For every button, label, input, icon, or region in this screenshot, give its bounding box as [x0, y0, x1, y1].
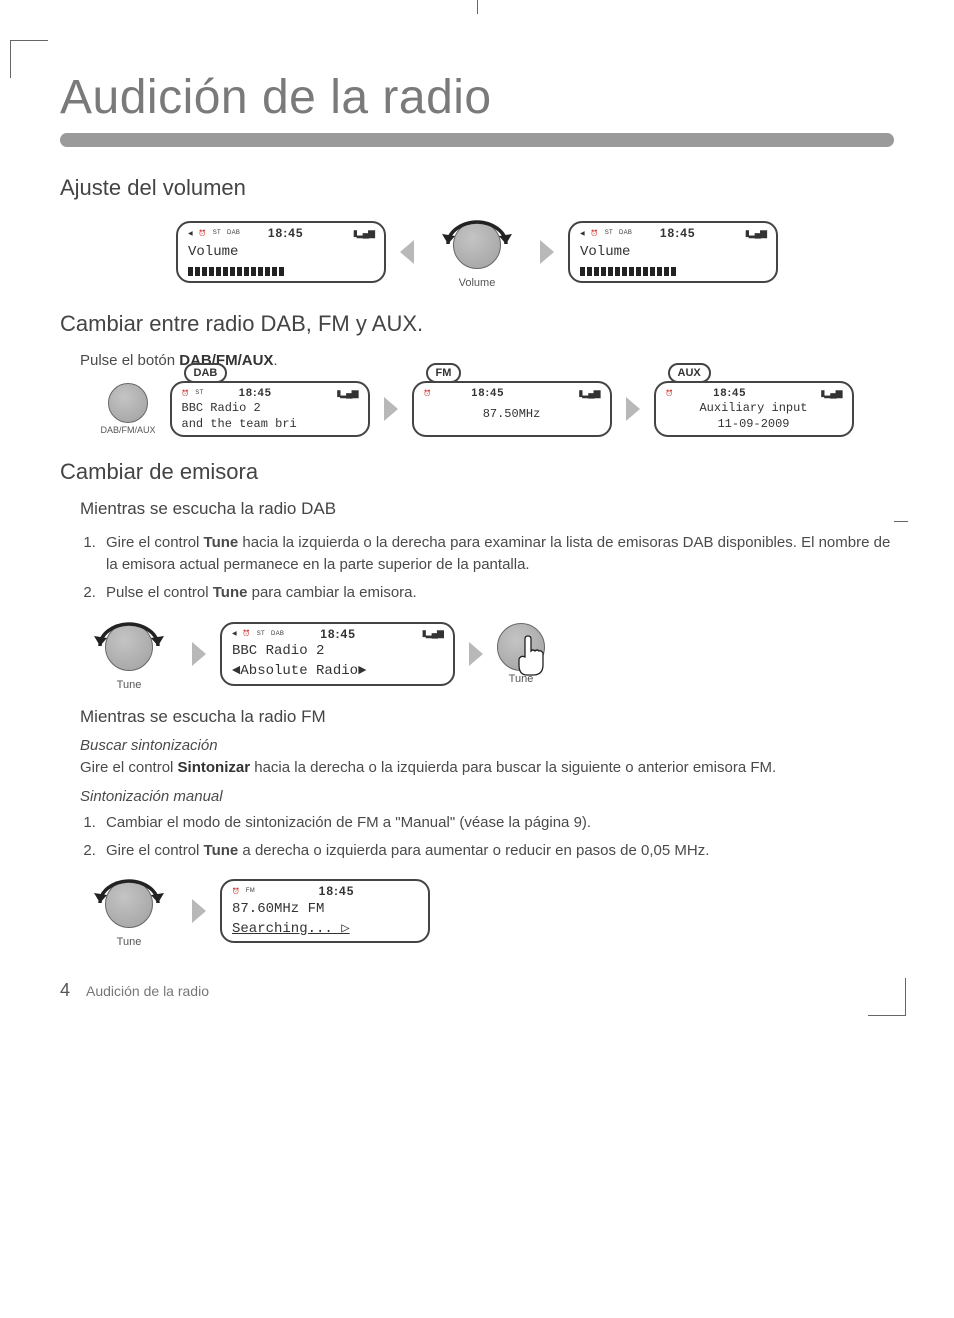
dial-label: Tune	[117, 679, 142, 691]
lcd-dab-wrap: DAB ⏰ ST 18:45 ▮▂▄▆ BBC Radio 2 and the …	[170, 381, 370, 437]
lcd-tune: ◀ ⏰ ST DAB 18:45 ▮▂▄▆ BBC Radio 2 ◄Absol…	[220, 622, 455, 686]
dab-step-2: Pulse el control Tune para cambiar la em…	[100, 579, 894, 607]
lcd-volume-high: ◀ ⏰ ST DAB 18:45 ▮▂▄▆ Volume	[568, 221, 778, 283]
dab-steps: Gire el control Tune hacia la izquierda …	[100, 529, 894, 606]
arrow-left-icon: ◀	[580, 230, 585, 237]
lcd-line: 11-09-2009	[666, 418, 842, 431]
lcd-line: BBC Radio 2	[182, 402, 358, 415]
volume-bar-high	[580, 266, 766, 276]
page-title: Audición de la radio	[60, 70, 894, 125]
volume-dial: Volume	[428, 215, 526, 289]
footer: 4 Audición de la radio	[60, 980, 894, 1001]
fm-seek-text: Gire el control Sintonizar hacia la dere…	[80, 758, 894, 778]
alarm-icon: ⏰	[424, 390, 432, 397]
rotate-arrows-icon	[428, 212, 526, 272]
lcd-line: Volume	[580, 245, 766, 260]
clock-time: 18:45	[471, 387, 504, 399]
dial-label: Volume	[459, 277, 496, 289]
fm-manual-title: Sintonización manual	[80, 788, 894, 805]
lcd-line: and the team bri	[182, 418, 358, 431]
heading-switch-mode: Cambiar entre radio DAB, FM y AUX.	[60, 311, 894, 337]
fm-step-2: Gire el control Tune a derecha o izquier…	[100, 837, 894, 865]
footer-title: Audición de la radio	[86, 983, 209, 999]
mode-indicator: DAB	[271, 631, 284, 637]
lcd-volume-low: ◀ ⏰ ST DAB 18:45 ▮▂▄▆ Volume	[176, 221, 386, 283]
press-hand-icon	[507, 633, 555, 681]
st-indicator: ST	[195, 390, 203, 396]
arrow-right-icon	[626, 397, 640, 421]
dab-step-1: Gire el control Tune hacia la izquierda …	[100, 529, 894, 579]
st-indicator: ST	[213, 230, 221, 236]
page-number: 4	[60, 980, 70, 1001]
clock-time: 18:45	[268, 226, 304, 240]
fm-seek-title: Buscar sintonización	[80, 737, 894, 754]
arrow-left-icon	[400, 240, 414, 264]
signal-icon: ▮▂▄▆	[578, 388, 599, 399]
lcd-line: Auxiliary input	[666, 402, 842, 415]
tune-dial: Tune	[80, 617, 178, 691]
arrow-right-icon	[384, 397, 398, 421]
signal-icon: ▮▂▄▆	[336, 388, 357, 399]
alarm-icon: ⏰	[591, 230, 599, 237]
tune-dial-2: Tune	[80, 874, 178, 948]
st-indicator: ST	[257, 631, 265, 637]
signal-icon: ▮▂▄▆	[820, 388, 841, 399]
tune-row: Tune ◀ ⏰ ST DAB 18:45 ▮▂▄▆ BBC Radio 2 ◄…	[80, 617, 894, 691]
clock-time: 18:45	[320, 627, 356, 641]
lcd-line: Volume	[188, 245, 374, 260]
arrow-left-icon: ◀	[188, 230, 193, 237]
badge-dab: DAB	[184, 363, 228, 383]
lcd-aux-wrap: AUX ⏰ 18:45 ▮▂▄▆ Auxiliary input 11-09-2…	[654, 381, 854, 437]
heading-volume: Ajuste del volumen	[60, 175, 894, 201]
mode-button-label: DAB/FM/AUX	[100, 425, 155, 435]
mode-indicator: DAB	[227, 230, 240, 236]
title-rule	[60, 133, 894, 147]
alarm-icon: ⏰	[199, 230, 207, 237]
lcd-line: ◄Absolute Radio►	[232, 664, 443, 679]
mode-button: DAB/FM/AUX	[100, 383, 155, 435]
rotate-arrows-icon	[80, 614, 178, 674]
arrow-right-icon	[192, 642, 206, 666]
subheading-dab: Mientras se escucha la radio DAB	[80, 499, 894, 519]
lcd-line: 87.60MHz FM	[232, 902, 418, 917]
tune-press-dial: Tune	[497, 623, 545, 685]
arrow-right-icon	[540, 240, 554, 264]
arrow-right-icon	[192, 899, 206, 923]
fm-manual-steps: Cambiar el modo de sintonización de FM a…	[100, 809, 894, 865]
clock-time: 18:45	[319, 884, 355, 898]
lcd-search: ⏰ FM 18:45 87.60MHz FM Searching... ▷	[220, 879, 430, 943]
signal-icon: ▮▂▄▆	[745, 228, 766, 239]
mode-indicator: FM	[246, 888, 255, 894]
signal-icon: ▮▂▄▆	[353, 228, 374, 239]
heading-change-station: Cambiar de emisora	[60, 459, 894, 485]
rotate-arrows-icon	[80, 871, 178, 931]
arrow-right-icon	[469, 642, 483, 666]
subheading-fm: Mientras se escucha la radio FM	[80, 707, 894, 727]
signal-icon: ▮▂▄▆	[422, 628, 443, 639]
volume-bar-low	[188, 266, 374, 276]
mode-row: DAB/FM/AUX DAB ⏰ ST 18:45 ▮▂▄▆ BBC Radio…	[60, 381, 894, 437]
badge-aux: AUX	[668, 363, 711, 383]
lcd-fm-wrap: FM ⏰ 18:45 ▮▂▄▆ 87.50MHz	[412, 381, 612, 437]
lcd-line: Searching... ▷	[232, 922, 418, 937]
alarm-icon: ⏰	[666, 390, 674, 397]
dial-label: Tune	[117, 936, 142, 948]
clock-time: 18:45	[713, 387, 746, 399]
lcd-line: BBC Radio 2	[232, 644, 443, 659]
arrow-left-icon: ◀	[232, 630, 237, 637]
badge-fm: FM	[426, 363, 462, 383]
clock-time: 18:45	[660, 226, 696, 240]
clock-time: 18:45	[239, 387, 272, 399]
mode-indicator: DAB	[619, 230, 632, 236]
alarm-icon: ⏰	[182, 390, 190, 397]
st-indicator: ST	[605, 230, 613, 236]
alarm-icon: ⏰	[232, 888, 240, 895]
search-row: Tune ⏰ FM 18:45 87.60MHz FM Searching...…	[80, 874, 894, 948]
alarm-icon: ⏰	[243, 630, 251, 637]
lcd-line: 87.50MHz	[424, 408, 600, 421]
fm-step-1: Cambiar el modo de sintonización de FM a…	[100, 809, 894, 837]
volume-row: ◀ ⏰ ST DAB 18:45 ▮▂▄▆ Volume Volume ◀ ⏰	[60, 215, 894, 289]
